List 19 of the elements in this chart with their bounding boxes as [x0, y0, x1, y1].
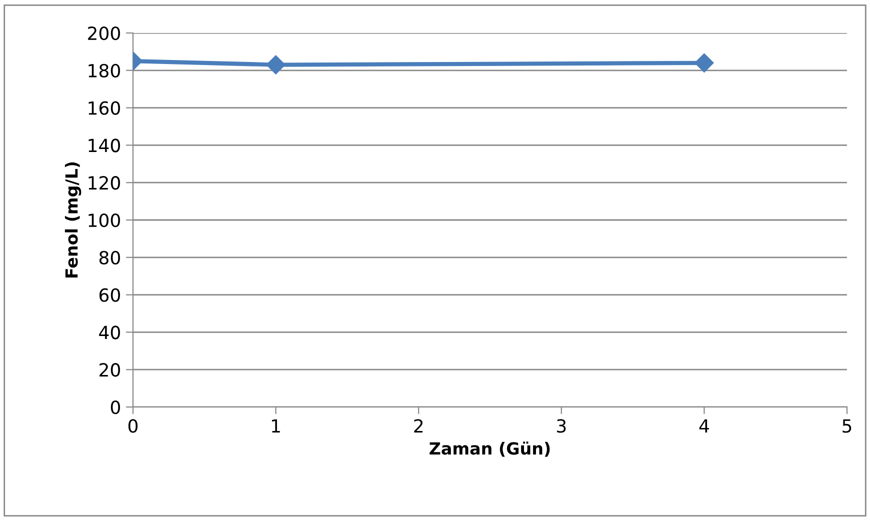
x-tick-label: 4 [699, 419, 709, 433]
x-axis-title: Zaman (Gün) [430, 442, 550, 457]
y-tick-label: 120 [88, 176, 120, 190]
y-axis-title: Fenol (mg/L) [64, 162, 82, 278]
y-tick-label: 20 [100, 363, 120, 377]
x-tick-label: 1 [272, 419, 280, 433]
y-tick-label: 180 [88, 64, 120, 78]
x-tick-label: 0 [128, 419, 138, 433]
y-tick-label: 40 [99, 326, 120, 340]
x-tick-label: 3 [557, 419, 566, 433]
y-tick-label: 80 [99, 250, 120, 265]
x-tick-label: 5 [842, 419, 852, 433]
y-tick-label: 0 [110, 400, 120, 414]
y-tick-label: 140 [88, 138, 120, 152]
y-tick-label: 200 [88, 26, 120, 40]
x-tick-label: 2 [414, 419, 423, 433]
y-tick-label: 60 [99, 288, 120, 302]
y-tick-label: 160 [88, 101, 120, 115]
y-tick-label: 100 [88, 213, 120, 228]
